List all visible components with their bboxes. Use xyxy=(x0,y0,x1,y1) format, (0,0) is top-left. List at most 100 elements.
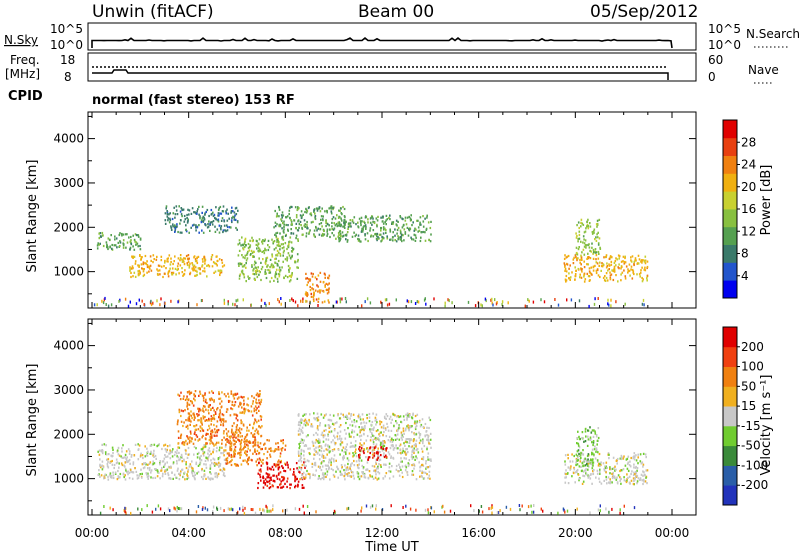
echo-cell xyxy=(195,269,197,272)
echo-cell xyxy=(268,447,270,450)
echo-cell xyxy=(148,466,151,470)
echo-cell xyxy=(139,244,141,248)
echo-cell xyxy=(131,255,133,258)
echo-cell xyxy=(314,453,316,456)
echo-cell xyxy=(119,245,121,248)
echo-cell xyxy=(575,470,578,473)
echo-cell xyxy=(626,457,629,460)
echo-cell xyxy=(629,460,631,463)
echo-cell xyxy=(361,220,363,223)
echo-cell xyxy=(129,468,132,472)
echo-cell xyxy=(281,219,283,222)
echo-cell xyxy=(176,420,179,424)
echo-cell xyxy=(164,470,166,473)
echo-cell xyxy=(376,219,379,222)
clutter-cell xyxy=(99,511,102,515)
echo-cell xyxy=(165,450,168,453)
echo-cell xyxy=(272,479,275,482)
echo-cell xyxy=(587,256,589,259)
echo-cell xyxy=(577,442,580,445)
echo-cell xyxy=(252,267,255,270)
echo-cell xyxy=(375,413,378,416)
echo-cell xyxy=(630,268,632,271)
echo-cell xyxy=(319,280,322,283)
echo-cell xyxy=(624,464,627,467)
echo-cell xyxy=(266,468,269,471)
echo-cell xyxy=(198,407,201,410)
echo-cell xyxy=(625,480,628,484)
echo-cell xyxy=(341,473,343,476)
echo-cell xyxy=(426,438,428,441)
echo-cell xyxy=(226,440,228,443)
echo-cell xyxy=(621,265,623,268)
echo-cell xyxy=(381,441,383,444)
echo-cell xyxy=(269,486,272,489)
echo-cell xyxy=(189,400,192,403)
echo-cell xyxy=(305,211,308,214)
echo-cell xyxy=(232,393,235,396)
echo-cell xyxy=(221,442,223,445)
echo-cell xyxy=(131,477,134,480)
echo-cell xyxy=(188,412,190,415)
echo-cell xyxy=(288,274,291,278)
echo-cell xyxy=(244,239,246,242)
echo-cell xyxy=(318,449,321,452)
echo-cell xyxy=(193,255,196,258)
echo-cell xyxy=(350,225,352,228)
echo-cell xyxy=(210,208,213,212)
echo-cell xyxy=(311,425,314,428)
x-tick-label: 04:00 xyxy=(171,526,206,540)
echo-cell xyxy=(144,262,146,265)
echo-cell xyxy=(177,430,180,433)
echo-cell xyxy=(231,403,233,406)
echo-cell xyxy=(642,478,645,481)
nsky-panel: N.Sky 10^5 10^0 10^5 10^0 N.Search xyxy=(4,22,800,52)
echo-cell xyxy=(312,433,315,437)
echo-cell xyxy=(248,429,250,432)
echo-cell xyxy=(314,474,316,477)
echo-cell xyxy=(282,235,284,238)
echo-cell xyxy=(627,270,630,273)
echo-cell xyxy=(209,436,212,440)
echo-cell xyxy=(152,261,154,264)
echo-cell xyxy=(419,475,421,478)
echo-cell xyxy=(400,238,402,241)
echo-cell xyxy=(367,477,370,480)
echo-cell xyxy=(131,471,134,474)
echo-cell xyxy=(314,441,317,444)
echo-cell xyxy=(186,213,188,217)
echo-cell xyxy=(112,451,114,455)
echo-cell xyxy=(594,264,596,267)
echo-cell xyxy=(399,460,402,463)
echo-cell xyxy=(209,466,212,469)
clutter-cell xyxy=(239,507,241,511)
echo-cell xyxy=(608,481,610,484)
echo-cell xyxy=(429,432,432,435)
echo-cell xyxy=(116,246,118,249)
y-tick-label: 4000 xyxy=(53,339,84,353)
echo-cell xyxy=(280,214,283,217)
echo-cell xyxy=(238,451,240,454)
echo-cell xyxy=(197,208,199,211)
echo-cell xyxy=(178,394,181,397)
echo-cell xyxy=(391,236,394,239)
echo-cell xyxy=(240,454,242,457)
echo-cell xyxy=(205,419,208,422)
echo-cell xyxy=(245,262,247,265)
echo-cell xyxy=(299,478,301,481)
echo-cell xyxy=(388,435,391,438)
echo-cell xyxy=(360,447,363,450)
echo-cell xyxy=(157,264,160,267)
echo-cell xyxy=(127,470,129,473)
echo-cell xyxy=(630,265,633,268)
echo-cell xyxy=(327,418,330,421)
echo-cell xyxy=(226,208,228,211)
echo-cell xyxy=(211,441,213,444)
echo-cell xyxy=(180,420,183,423)
echo-cell xyxy=(401,471,403,474)
echo-cell xyxy=(357,472,360,475)
echo-cell xyxy=(358,458,360,461)
echo-cell xyxy=(378,472,381,475)
echo-cell xyxy=(352,221,355,224)
echo-cell xyxy=(183,257,185,260)
